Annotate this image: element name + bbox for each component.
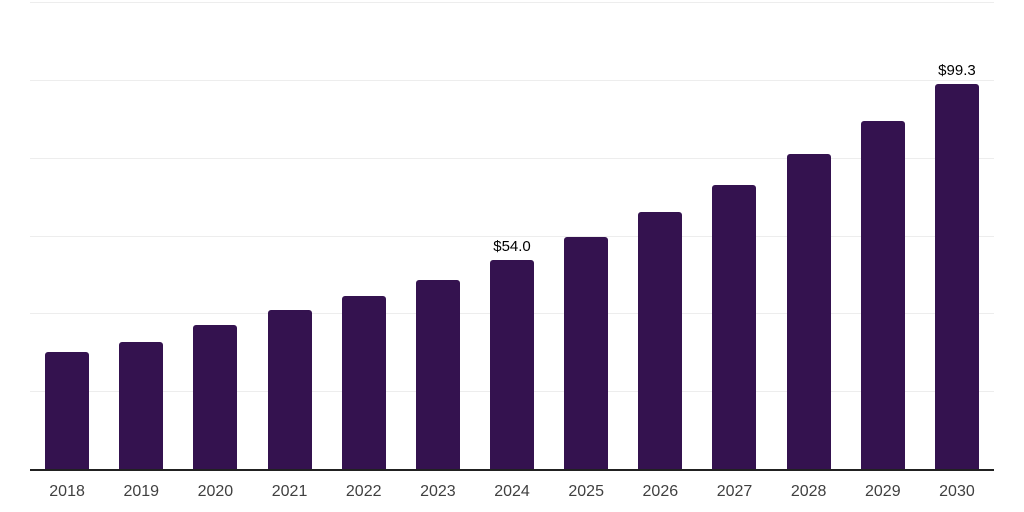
bar-series: $54.0 $99.3	[30, 3, 994, 470]
x-tick-label-2022: 2022	[345, 483, 382, 500]
x-axis-line	[30, 469, 994, 471]
bar-column-2030: $99.3	[920, 3, 994, 470]
bar-column-2018	[30, 3, 104, 470]
gridline-100	[30, 79, 994, 81]
bar-2030	[934, 83, 979, 470]
x-tick-label-2026: 2026	[642, 483, 679, 500]
bar-column-2021	[252, 3, 326, 470]
bar-2024	[490, 259, 535, 470]
bar-column-2027	[697, 3, 771, 470]
bar-2023	[415, 279, 460, 470]
x-tick-label-2024: 2024	[494, 483, 530, 500]
x-tick-label-2025: 2025	[568, 483, 604, 500]
bar-column-2025	[549, 3, 623, 470]
bar-2026	[638, 212, 683, 470]
gridline-80	[30, 157, 994, 159]
gridline-60	[30, 235, 994, 237]
x-tick-label-2027: 2027	[716, 483, 753, 500]
bar-column-2020	[178, 3, 252, 470]
bar-column-2019	[104, 3, 178, 470]
bar-2029	[860, 120, 905, 470]
x-axis-tick-labels: 2018 2019 2020 2021 2022 2023 2024 2025 2026 2027…	[30, 484, 994, 500]
bar-column-2023	[401, 3, 475, 470]
x-tick-label-2023: 2023	[420, 483, 456, 500]
bar-2027	[712, 185, 757, 470]
bar-2021	[267, 310, 312, 470]
bar-2018	[45, 352, 90, 470]
x-tick-label-2030: 2030	[939, 483, 975, 500]
x-tick-label-2019: 2019	[123, 483, 160, 500]
bar-column-2026	[623, 3, 697, 470]
bar-column-2024: $54.0	[475, 3, 549, 470]
gridline-120	[30, 2, 994, 3]
data-label-2024: $54.0	[493, 237, 531, 255]
bar-2028	[786, 154, 831, 470]
x-tick-label-2028: 2028	[790, 483, 827, 500]
bar-2025	[564, 237, 609, 470]
bar-column-2022	[327, 3, 401, 470]
bar-2022	[341, 295, 386, 470]
x-tick-label-2020: 2020	[197, 483, 234, 500]
x-tick-label-2029: 2029	[865, 483, 901, 500]
bar-2019	[119, 342, 164, 470]
bar-column-2028	[772, 3, 846, 470]
bar-2020	[193, 325, 238, 470]
plot-area: $54.0 $99.3	[30, 2, 994, 471]
data-label-2030: $99.3	[938, 61, 976, 79]
x-tick-label-2018: 2018	[49, 483, 85, 500]
x-tick-label-2021: 2021	[271, 483, 308, 500]
bar-column-2029	[846, 3, 920, 470]
